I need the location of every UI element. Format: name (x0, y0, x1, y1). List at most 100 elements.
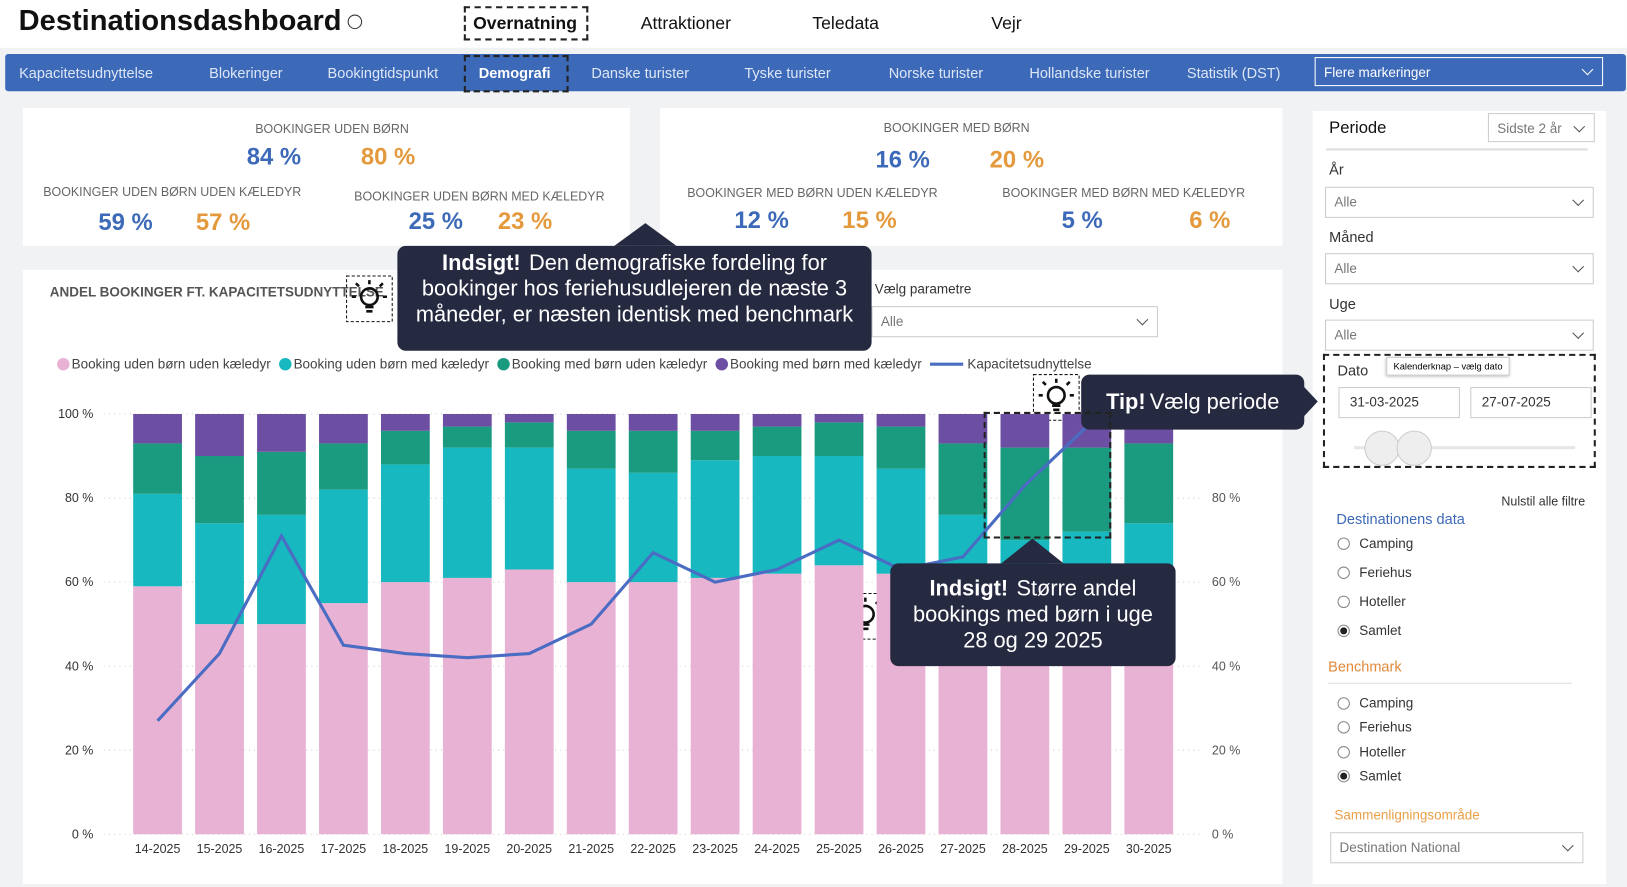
bar-segment (690, 460, 740, 578)
x-tick-label: 29-2025 (1064, 842, 1110, 856)
bar-segment (133, 414, 182, 444)
legend-label: Booking med børn uden kæledyr (512, 356, 708, 371)
legend-label: Kapacitetsudnyttelse (967, 356, 1091, 371)
kpi-title: BOOKINGER MED BØRN UDEN KÆLEDYR (687, 185, 938, 201)
area-value: Destination National (1339, 839, 1461, 855)
radio[interactable] (1337, 721, 1350, 734)
callout: Indsigt! Større andel bookings med børn i… (890, 563, 1176, 667)
subnav-item[interactable]: Hollandske turister (1029, 64, 1150, 81)
subnav-item[interactable]: Kapacitetsudnyttelse (19, 64, 154, 81)
bar-segment (814, 414, 864, 423)
kpi-benchmark: 20 % (989, 145, 1045, 173)
subnav-item[interactable]: Tyske turister (744, 64, 831, 81)
month-dropdown[interactable]: Alle (1325, 253, 1594, 285)
bar-segment (504, 422, 554, 448)
radio[interactable] (1337, 566, 1350, 579)
subnav-item[interactable]: Statistik (DST) (1186, 64, 1281, 81)
bar-segment (566, 430, 616, 469)
x-tick-label: 27-2025 (940, 842, 986, 856)
tab[interactable]: Vejr (991, 13, 1022, 34)
highlight-box (1322, 353, 1596, 468)
bar-segment (504, 569, 554, 835)
subnav-item[interactable]: Demografi (478, 64, 551, 81)
highlight-box (983, 411, 1112, 539)
subnav-item[interactable]: Danske turister (591, 64, 690, 81)
bar-segment (319, 443, 368, 490)
week-dropdown[interactable]: Alle (1325, 319, 1594, 351)
radio-label: Samlet (1359, 622, 1402, 639)
bar-segment (938, 414, 988, 444)
tab[interactable]: Attraktioner (640, 13, 731, 34)
subnav-item[interactable]: Norske turister (888, 64, 984, 81)
x-tick-label: 26-2025 (878, 842, 924, 856)
bar-segment (195, 523, 244, 625)
radio-label: Camping (1359, 535, 1414, 551)
radio[interactable] (1337, 624, 1350, 638)
date-from-value: 31-03-2025 (1349, 394, 1419, 410)
dashboard-title: Destinationsdashboard (18, 4, 342, 37)
subnav-item[interactable]: Blokeringer (209, 64, 283, 81)
legend-swatch (279, 357, 292, 371)
radio[interactable] (1337, 537, 1350, 550)
bar-segment (752, 573, 802, 835)
area-dropdown[interactable]: Destination National (1330, 832, 1584, 864)
slider-handle[interactable] (1364, 430, 1400, 466)
more-dropdown[interactable]: Flere markeringer (1314, 57, 1604, 87)
date-to[interactable]: 27-07-2025 (1470, 387, 1592, 419)
year-dropdown[interactable]: Alle (1325, 186, 1594, 218)
parameter-dropdown[interactable]: Alle (871, 306, 1158, 338)
period-value: Sidste 2 år (1497, 120, 1562, 136)
subnav-item[interactable]: Bookingtidspunkt (327, 64, 439, 81)
y2-tick-label: 0 % (1212, 827, 1233, 841)
radio-label: Samlet (1359, 767, 1402, 784)
bar-segment (1124, 443, 1174, 524)
y-tick-label: 60 % (65, 575, 93, 589)
period-label: Periode (1329, 119, 1387, 137)
callout-text: Større andel bookings med børn i uge 28 … (913, 576, 1153, 653)
week-label: Uge (1329, 295, 1356, 313)
kpi-benchmark: 57 % (195, 208, 251, 236)
radio-label: Hoteller (1359, 593, 1406, 610)
bar-segment (566, 468, 616, 583)
y2-tick-label: 20 % (1212, 743, 1240, 757)
radio[interactable] (1337, 769, 1350, 783)
top-bar (0, 0, 1627, 48)
info-icon[interactable] (347, 14, 363, 30)
bar-segment (628, 472, 678, 583)
kpi-card (659, 107, 1283, 246)
y2-tick-label: 80 % (1212, 491, 1240, 505)
date-from[interactable]: 31-03-2025 (1338, 387, 1460, 419)
tab[interactable]: Teledata (812, 13, 879, 34)
slider-handle[interactable] (1396, 430, 1432, 466)
bar-segment (442, 414, 492, 427)
bar-segment (380, 582, 430, 835)
kpi-value: 84 % (246, 142, 302, 170)
bar-segment (1062, 447, 1112, 532)
bar-segment (133, 443, 182, 494)
date-to-value: 27-07-2025 (1481, 394, 1551, 410)
more-dropdown-text: Flere markeringer (1323, 64, 1431, 80)
y-tick-label: 100 % (58, 407, 93, 421)
tooltip: Kalenderknap – vælg dato (1386, 356, 1510, 376)
bar-segment (876, 426, 926, 469)
legend-label: Booking uden børn med kæledyr (294, 356, 490, 371)
bar-segment (814, 565, 864, 835)
bar-segment (628, 582, 678, 835)
x-tick-label: 14-2025 (135, 842, 181, 856)
reset-button[interactable]: Nulstil alle filtre (1501, 493, 1586, 509)
kpi-benchmark: 80 % (360, 142, 416, 170)
bar-segment (628, 430, 678, 473)
legend-swatch (715, 357, 728, 371)
bar-segment (1000, 414, 1050, 448)
period-dropdown[interactable]: Sidste 2 år (1487, 113, 1595, 143)
tab[interactable]: Overnatning (473, 13, 577, 34)
kpi-title: BOOKINGER MED BØRN (883, 120, 1030, 135)
radio[interactable] (1337, 697, 1350, 710)
radio[interactable] (1337, 746, 1350, 759)
destination-title: Destinationens data (1336, 510, 1465, 528)
kpi-title: BOOKINGER UDEN BØRN (255, 121, 409, 136)
bar-segment (319, 414, 368, 444)
bar-segment (442, 577, 492, 835)
radio[interactable] (1337, 595, 1350, 609)
